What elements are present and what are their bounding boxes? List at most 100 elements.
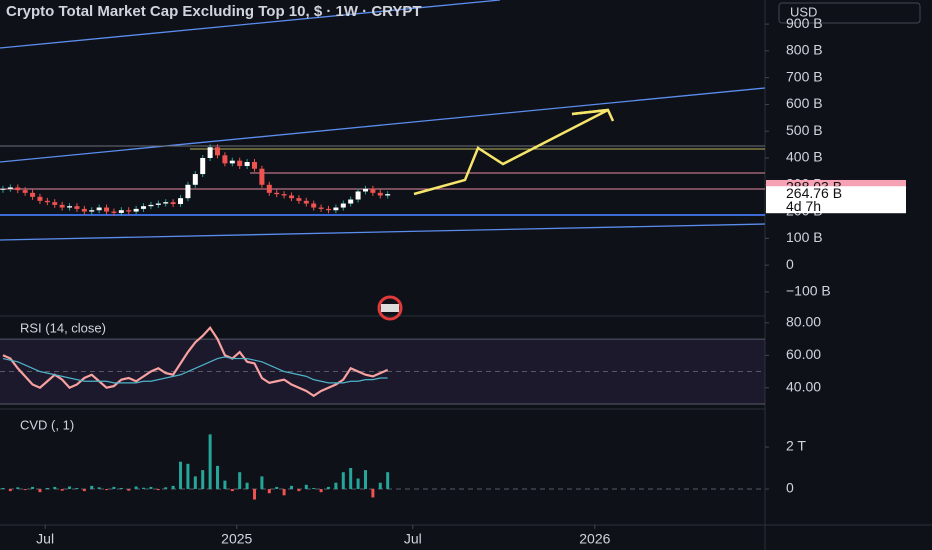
y-tick-label: 500 B — [786, 122, 823, 138]
cvd-bar — [245, 482, 249, 490]
candle — [237, 160, 243, 167]
y-tick-label: 80.00 — [786, 314, 821, 330]
candle — [207, 147, 213, 158]
cvd-bar — [127, 489, 131, 491]
price-label-box — [766, 186, 906, 203]
cvd-bar — [186, 463, 190, 490]
drawings — [0, 0, 765, 241]
cvd-bar — [267, 489, 271, 494]
currency-button[interactable] — [778, 2, 921, 24]
y-tick-label: 700 B — [786, 68, 823, 84]
cvd-bar — [16, 487, 20, 490]
candle — [377, 192, 383, 196]
candle — [200, 158, 206, 175]
cvd-bar — [31, 486, 35, 490]
trend-line — [0, 223, 765, 241]
y-tick-label: 100 B — [786, 229, 823, 245]
cvd-bar — [112, 486, 116, 490]
candle — [252, 162, 258, 169]
cvd-bar — [1, 487, 5, 490]
candle — [229, 160, 235, 164]
cvd-bar — [75, 487, 79, 490]
x-tick-label: Jul — [404, 531, 422, 547]
currency: USD — [790, 4, 817, 19]
cvd-bar — [349, 468, 353, 490]
candle — [340, 203, 346, 208]
candle — [7, 187, 13, 189]
cvd-bar — [142, 487, 146, 490]
y-tick-label: 0 — [786, 256, 794, 272]
candle — [215, 147, 221, 156]
y-tick-label: 0 — [786, 480, 794, 496]
y-tick-label: 800 B — [786, 42, 823, 58]
candle — [355, 191, 361, 200]
cvd-bar — [312, 487, 316, 490]
cvd-bar — [238, 472, 242, 490]
candle — [259, 168, 265, 185]
candle — [178, 198, 184, 205]
x-tick-label: Jul — [36, 531, 54, 547]
y-tick-label: 40.00 — [786, 378, 821, 394]
cvd-bar — [386, 472, 390, 490]
cvd-bar — [82, 489, 86, 492]
candle — [74, 206, 80, 209]
cvd-bar — [60, 489, 64, 491]
candle — [15, 187, 21, 191]
candle — [52, 202, 58, 205]
candle — [163, 202, 169, 204]
cvd-bar — [319, 489, 323, 493]
candle — [185, 184, 191, 199]
cvd-bar — [149, 486, 153, 490]
candle — [59, 204, 65, 208]
cvd-bar — [8, 489, 12, 492]
rsi-label: RSI (14, close) — [20, 320, 106, 335]
candle — [126, 210, 132, 212]
cvd-bar — [341, 472, 345, 490]
price-label: 264.76 B — [786, 185, 842, 201]
candle — [170, 202, 176, 205]
cvd-bar — [53, 486, 57, 490]
cvd-bar — [282, 489, 286, 496]
candle — [89, 210, 95, 212]
cvd-bar — [304, 484, 308, 490]
candle — [96, 207, 102, 211]
candle — [192, 174, 198, 185]
cvd-bar — [38, 489, 42, 493]
candle — [133, 208, 139, 212]
candle — [244, 162, 250, 167]
candle — [141, 206, 147, 209]
candle — [296, 198, 302, 201]
cvd-bar — [179, 461, 183, 490]
candle — [111, 211, 117, 213]
cvd-bar — [97, 487, 101, 490]
cvd-bar — [275, 486, 279, 490]
cvd-bar — [105, 489, 109, 491]
candle — [362, 188, 368, 192]
cvd-bar — [363, 470, 367, 490]
cvd-bar — [68, 486, 72, 490]
candle — [67, 206, 73, 208]
cvd-bar — [223, 480, 227, 490]
y-tick-label: 900 B — [786, 15, 823, 31]
cvd-bar — [23, 489, 27, 491]
trend-line — [0, 0, 501, 49]
arrow-head — [571, 108, 615, 122]
y-tick-label: −100 B — [786, 283, 831, 299]
candle — [281, 194, 287, 196]
flag-icon[interactable] — [377, 295, 403, 321]
candle — [148, 204, 154, 207]
candle — [118, 210, 124, 213]
y-tick-label: 2 T — [786, 438, 806, 454]
cvd-bar — [378, 482, 382, 490]
candle — [348, 199, 354, 204]
candle — [0, 188, 6, 190]
cvd-bar — [90, 485, 94, 490]
candle — [222, 155, 228, 164]
y-tick-label: 400 B — [786, 149, 823, 165]
flag-icon — [381, 304, 399, 312]
cvd-bar — [216, 465, 220, 490]
cvd-bar — [371, 489, 375, 498]
countdown-box — [766, 201, 906, 214]
candle — [385, 194, 391, 196]
